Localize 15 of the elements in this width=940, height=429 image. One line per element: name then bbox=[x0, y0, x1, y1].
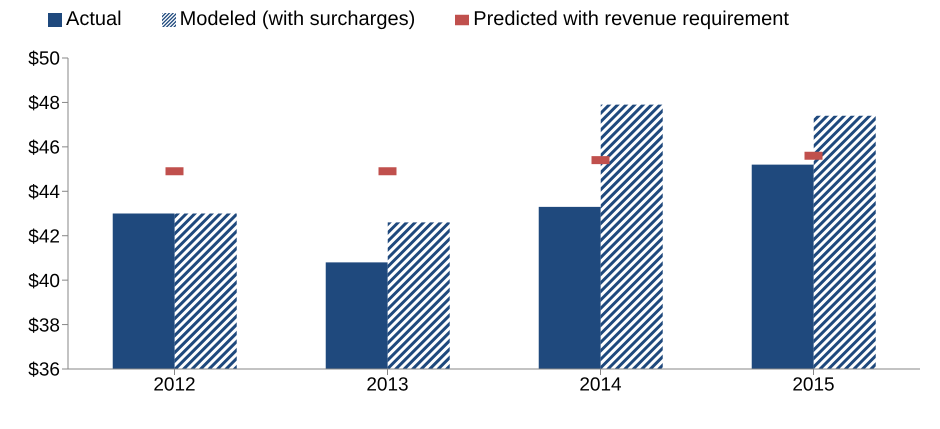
x-tick-label: 2014 bbox=[579, 374, 622, 396]
y-tick-label: $50 bbox=[28, 48, 60, 70]
y-tick-label: $42 bbox=[28, 226, 60, 248]
x-tick-label: 2015 bbox=[792, 374, 835, 396]
y-tick-label: $40 bbox=[28, 270, 60, 292]
legend-label: Modeled (with surcharges) bbox=[180, 8, 416, 30]
x-tick-label: 2013 bbox=[366, 374, 409, 396]
x-tick-label: 2012 bbox=[153, 374, 196, 396]
legend-label: Actual bbox=[66, 8, 122, 30]
y-tick-label: $44 bbox=[28, 182, 60, 204]
y-tick-label: $38 bbox=[28, 315, 60, 336]
legend-label: Predicted with revenue requirement bbox=[473, 8, 789, 30]
y-tick-label: $48 bbox=[28, 93, 60, 114]
y-tick-label: $36 bbox=[28, 360, 60, 381]
y-tick-label: $46 bbox=[28, 138, 60, 159]
